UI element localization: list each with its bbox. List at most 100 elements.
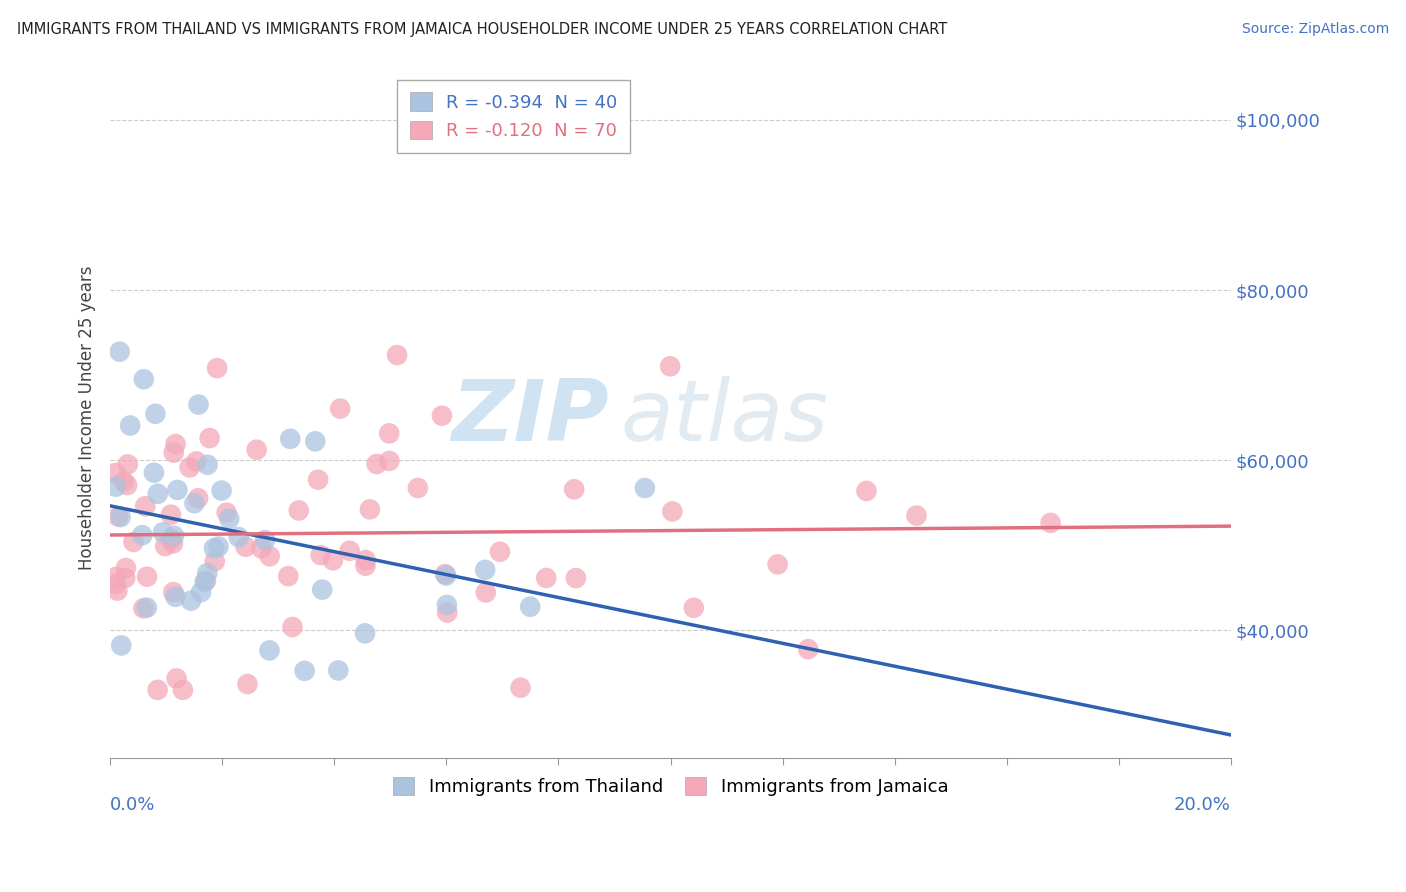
Point bbox=[307, 473, 329, 487]
Point bbox=[246, 442, 269, 457]
Y-axis label: Householder Income Under 25 years: Householder Income Under 25 years bbox=[79, 266, 96, 570]
Point bbox=[278, 432, 301, 446]
Legend: Immigrants from Thailand, Immigrants from Jamaica: Immigrants from Thailand, Immigrants fro… bbox=[382, 765, 959, 806]
Point bbox=[187, 398, 209, 412]
Point bbox=[122, 535, 145, 549]
Point bbox=[489, 545, 512, 559]
Point bbox=[162, 585, 184, 599]
Point bbox=[259, 643, 281, 657]
Point bbox=[474, 563, 496, 577]
Point bbox=[434, 567, 457, 582]
Point bbox=[634, 481, 657, 495]
Point bbox=[120, 418, 142, 433]
Point bbox=[436, 598, 458, 612]
Point bbox=[112, 475, 135, 489]
Point bbox=[204, 554, 226, 568]
Point bbox=[142, 466, 165, 480]
Point bbox=[198, 431, 221, 445]
Point bbox=[534, 571, 557, 585]
Point bbox=[218, 512, 240, 526]
Point bbox=[194, 574, 217, 588]
Point bbox=[104, 570, 127, 584]
Point bbox=[228, 530, 250, 544]
Point bbox=[328, 664, 350, 678]
Point bbox=[406, 481, 429, 495]
Point bbox=[115, 478, 138, 492]
Point bbox=[162, 536, 184, 550]
Point bbox=[180, 593, 202, 607]
Point bbox=[659, 359, 682, 374]
Point bbox=[207, 540, 229, 554]
Point bbox=[509, 681, 531, 695]
Point bbox=[165, 590, 187, 604]
Point bbox=[434, 568, 457, 582]
Point bbox=[145, 407, 167, 421]
Point bbox=[146, 487, 169, 501]
Point bbox=[277, 569, 299, 583]
Point bbox=[281, 620, 304, 634]
Point bbox=[110, 639, 132, 653]
Point bbox=[215, 506, 238, 520]
Text: IMMIGRANTS FROM THAILAND VS IMMIGRANTS FROM JAMAICA HOUSEHOLDER INCOME UNDER 25 : IMMIGRANTS FROM THAILAND VS IMMIGRANTS F… bbox=[17, 22, 948, 37]
Point bbox=[195, 566, 218, 581]
Point bbox=[366, 457, 388, 471]
Point bbox=[565, 571, 588, 585]
Point bbox=[187, 491, 209, 506]
Point bbox=[146, 682, 169, 697]
Point bbox=[179, 460, 201, 475]
Point bbox=[131, 528, 153, 542]
Point bbox=[163, 529, 186, 543]
Point bbox=[339, 543, 361, 558]
Point bbox=[661, 504, 683, 518]
Point bbox=[905, 508, 928, 523]
Point bbox=[132, 601, 155, 615]
Point bbox=[165, 437, 187, 451]
Point bbox=[378, 426, 401, 441]
Point bbox=[202, 541, 225, 556]
Point bbox=[114, 571, 136, 585]
Point bbox=[107, 583, 129, 598]
Point bbox=[766, 558, 789, 572]
Point bbox=[682, 600, 704, 615]
Point bbox=[235, 540, 257, 554]
Point bbox=[104, 466, 127, 480]
Point bbox=[152, 525, 174, 540]
Point bbox=[359, 502, 381, 516]
Point bbox=[190, 585, 212, 599]
Text: 20.0%: 20.0% bbox=[1174, 797, 1232, 814]
Point bbox=[475, 585, 498, 599]
Point bbox=[183, 496, 205, 510]
Point bbox=[163, 445, 186, 459]
Point bbox=[329, 401, 352, 416]
Text: atlas: atlas bbox=[620, 376, 828, 459]
Point bbox=[205, 361, 228, 376]
Point bbox=[855, 483, 877, 498]
Point bbox=[254, 533, 277, 547]
Point bbox=[385, 348, 408, 362]
Point bbox=[436, 606, 458, 620]
Point bbox=[172, 682, 194, 697]
Point bbox=[186, 454, 208, 468]
Point bbox=[110, 510, 132, 524]
Point bbox=[519, 599, 541, 614]
Point bbox=[197, 458, 219, 472]
Point bbox=[160, 508, 183, 522]
Point bbox=[160, 533, 183, 547]
Point bbox=[104, 577, 127, 591]
Point bbox=[104, 480, 127, 494]
Point bbox=[108, 344, 131, 359]
Point bbox=[166, 672, 188, 686]
Point bbox=[354, 626, 377, 640]
Point bbox=[155, 539, 177, 553]
Point bbox=[259, 549, 281, 564]
Point bbox=[797, 642, 820, 657]
Point bbox=[136, 569, 159, 583]
Point bbox=[562, 483, 585, 497]
Point bbox=[135, 600, 157, 615]
Point bbox=[134, 500, 156, 514]
Point bbox=[1039, 516, 1062, 530]
Point bbox=[117, 458, 139, 472]
Point bbox=[311, 582, 333, 597]
Point bbox=[304, 434, 326, 449]
Point bbox=[378, 454, 401, 468]
